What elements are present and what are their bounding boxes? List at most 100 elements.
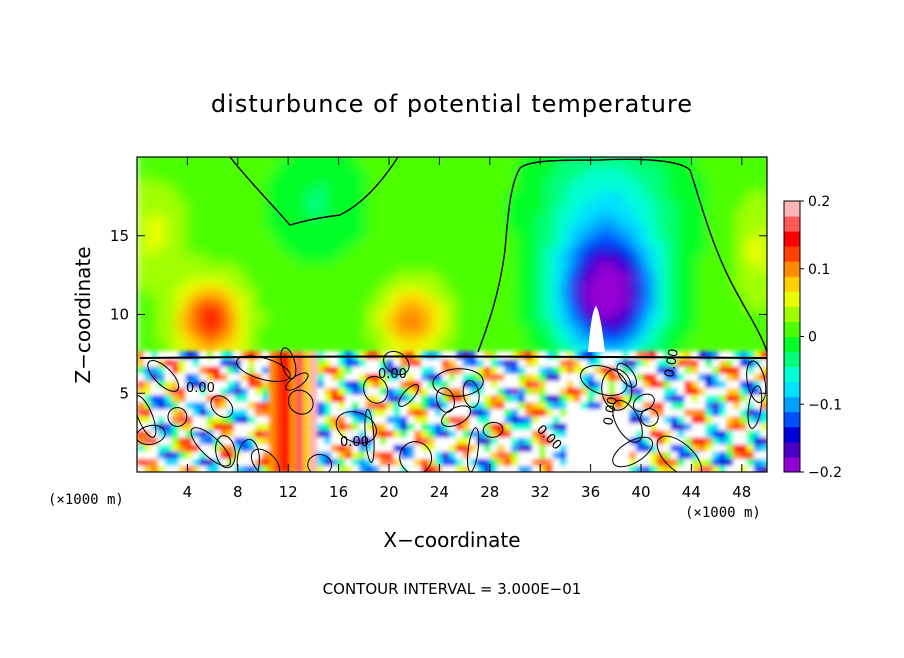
field-cell — [670, 429, 679, 438]
field-cell — [246, 330, 259, 342]
field-cell — [656, 189, 669, 200]
field-cell — [587, 436, 596, 445]
field-cell — [226, 181, 239, 193]
contour-line — [287, 389, 314, 415]
field-cell — [346, 267, 359, 279]
field-cell — [686, 236, 699, 248]
x-tick-label: 32 — [531, 483, 550, 501]
field-cell — [736, 259, 749, 271]
field-cell — [358, 464, 367, 472]
field-cell — [684, 351, 693, 360]
field-cell — [666, 189, 679, 200]
field-cell — [316, 275, 329, 287]
field-cell — [199, 450, 208, 459]
field-cell — [310, 415, 319, 424]
field-cell — [276, 189, 289, 200]
field-cell — [476, 283, 489, 295]
field-cell — [642, 422, 651, 431]
field-cell — [732, 365, 741, 374]
field-cell — [606, 330, 619, 342]
field-cell — [559, 443, 568, 452]
field-cell — [306, 322, 319, 334]
field-cell — [566, 204, 579, 216]
field-cell — [635, 443, 644, 452]
field-cell — [256, 204, 269, 216]
contour-line — [210, 395, 234, 418]
field-cell — [386, 259, 399, 271]
field-cell — [416, 236, 429, 248]
field-cell — [726, 196, 739, 208]
field-cell — [393, 422, 402, 431]
field-cell — [137, 450, 145, 459]
field-cell — [351, 394, 360, 403]
field-cell — [622, 457, 631, 466]
field-cell — [306, 157, 319, 169]
field-cell — [446, 236, 459, 248]
field-cell — [178, 401, 187, 410]
field-cell — [166, 315, 179, 326]
field-cell — [506, 157, 519, 161]
field-cell — [336, 330, 349, 342]
field-cell — [441, 372, 450, 381]
field-cell — [226, 228, 239, 240]
field-cell — [296, 157, 309, 161]
field-cell — [469, 379, 478, 388]
field-cell — [358, 351, 367, 360]
field-cell — [324, 365, 333, 374]
field-cell — [466, 204, 479, 216]
field-cell — [220, 415, 229, 424]
field-cell — [386, 401, 395, 410]
field-cell — [256, 236, 269, 248]
field-cell — [247, 429, 256, 438]
field-cell — [719, 351, 728, 360]
field-cell — [511, 358, 520, 367]
field-cell — [254, 401, 263, 410]
field-cell — [616, 173, 629, 185]
field-cell — [736, 236, 749, 248]
field-cell — [266, 212, 279, 224]
field-cell — [476, 322, 489, 334]
field-cell — [586, 142, 599, 153]
field-cell — [532, 415, 541, 424]
field-cell — [666, 283, 679, 295]
field-cell — [372, 365, 381, 374]
field-cell — [186, 220, 199, 232]
field-cell — [227, 351, 236, 360]
field-cell — [275, 379, 284, 388]
field-cell — [137, 315, 149, 326]
field-cell — [186, 315, 199, 326]
field-cell — [426, 157, 439, 169]
field-cell — [331, 358, 340, 367]
field-cell — [406, 228, 419, 240]
field-cell — [396, 244, 409, 256]
field-cell — [677, 422, 686, 431]
field-cell — [337, 394, 346, 403]
field-cell — [766, 236, 767, 248]
field-cell — [626, 189, 639, 200]
field-cell — [400, 394, 409, 403]
field-cell — [317, 408, 326, 417]
field-cell — [436, 291, 449, 303]
field-cell — [446, 204, 459, 216]
field-cell — [496, 196, 509, 208]
field-cell — [282, 443, 291, 452]
field-cell — [576, 181, 589, 193]
field-cell — [303, 450, 312, 459]
field-cell — [196, 244, 209, 256]
field-cell — [286, 299, 299, 311]
field-cell — [566, 351, 575, 360]
field-cell — [178, 450, 187, 459]
field-cell — [428, 415, 437, 424]
field-cell — [696, 236, 709, 248]
field-cell — [246, 157, 259, 161]
colorbar-swatch — [784, 336, 800, 353]
field-cell — [760, 415, 767, 424]
field-cell — [629, 457, 638, 466]
field-cell — [676, 142, 689, 153]
field-cell — [247, 401, 256, 410]
field-cell — [196, 322, 209, 334]
field-cell — [626, 142, 639, 153]
field-cell — [642, 379, 651, 388]
field-cell — [712, 394, 721, 403]
field-cell — [626, 322, 639, 334]
